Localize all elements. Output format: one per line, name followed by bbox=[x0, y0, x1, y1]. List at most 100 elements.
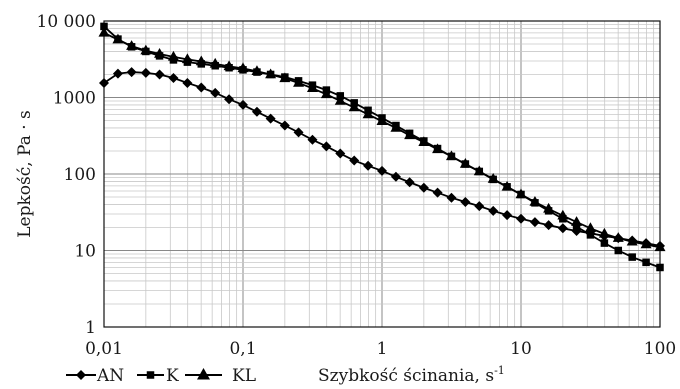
series-kl-point bbox=[626, 235, 638, 246]
series-an-point bbox=[349, 155, 360, 166]
series-an-point bbox=[126, 67, 137, 78]
legend-marker-kl bbox=[197, 368, 210, 380]
series-kl-point bbox=[167, 50, 179, 61]
series-an-point bbox=[529, 217, 540, 228]
y-tick-label: 10 000 bbox=[37, 12, 96, 32]
y-tick-label: 1 bbox=[85, 318, 96, 338]
series-an-point bbox=[432, 187, 443, 198]
legend-item-an: AN bbox=[66, 366, 124, 386]
plot-frame bbox=[103, 20, 661, 328]
series-an-point bbox=[154, 69, 165, 80]
series-kl-point bbox=[293, 76, 305, 87]
series-k-point bbox=[614, 246, 623, 255]
series-layer bbox=[98, 22, 666, 272]
grid bbox=[103, 20, 661, 328]
legend-marker-an bbox=[76, 370, 86, 380]
series-an-point bbox=[265, 113, 276, 124]
y-tick-label: 100 bbox=[64, 165, 96, 185]
series-an-point bbox=[168, 72, 179, 83]
series-kl-point bbox=[432, 143, 444, 154]
x-tick-label: 1 bbox=[377, 339, 388, 359]
y-tick-label: 10 bbox=[74, 242, 96, 262]
series-kl-point bbox=[265, 68, 277, 79]
series-an-point bbox=[377, 165, 387, 176]
series-k-point bbox=[586, 231, 595, 239]
legend-item-k: K bbox=[137, 366, 179, 386]
series-kl-point bbox=[487, 173, 499, 183]
series-an-point bbox=[460, 197, 471, 208]
series-an-point bbox=[238, 99, 248, 110]
x-tick-label: 10 bbox=[510, 339, 532, 359]
x-axis-title-text: Szybkość ścinania, s bbox=[318, 366, 494, 386]
series-kl-point bbox=[459, 158, 471, 168]
y-tick-label: 1000 bbox=[53, 89, 96, 109]
series-kl-point bbox=[654, 241, 666, 252]
legend-marker-k bbox=[146, 371, 155, 379]
series-kl-point bbox=[445, 150, 457, 161]
y-axis-title: Lepkość, Pa · s bbox=[15, 110, 35, 238]
x-axis-title-sup: -1 bbox=[494, 364, 505, 377]
series-kl-point bbox=[543, 202, 555, 213]
series-an-point bbox=[363, 160, 374, 171]
x-tick-label: 0,01 bbox=[85, 339, 123, 359]
series-kl-point bbox=[251, 65, 263, 76]
series-an-point bbox=[474, 201, 485, 212]
series-an-point bbox=[543, 220, 554, 231]
series-kl-point bbox=[362, 108, 374, 119]
series-an-point bbox=[307, 134, 318, 145]
series-an-point bbox=[251, 106, 262, 117]
x-tick-label: 100 bbox=[644, 339, 676, 359]
series-kl-point bbox=[223, 60, 235, 71]
series-kl-point bbox=[237, 62, 249, 73]
legend: AN K KL bbox=[66, 366, 256, 386]
series-kl-point bbox=[418, 136, 430, 147]
series-an-point bbox=[210, 87, 221, 98]
legend-label-k: K bbox=[166, 366, 179, 386]
series-an-point bbox=[112, 68, 123, 79]
y-tick-labels: 1 10 100 1000 10 000 bbox=[37, 12, 96, 338]
x-tick-labels: 0,01 0,1 1 10 100 bbox=[85, 339, 676, 359]
series-kl-point bbox=[571, 216, 583, 226]
series-k-point bbox=[100, 22, 108, 31]
series-an-point bbox=[279, 120, 290, 131]
series-kl-point bbox=[376, 115, 388, 125]
series-kl-point bbox=[584, 222, 596, 233]
series-kl-point bbox=[612, 232, 624, 242]
series-kl-point bbox=[181, 53, 193, 64]
series-k-point bbox=[642, 258, 650, 267]
series-an-point bbox=[99, 77, 109, 88]
series-kl-point bbox=[473, 165, 485, 176]
series-kl-point bbox=[195, 55, 207, 66]
series-kl-point bbox=[209, 57, 221, 68]
series-an-point bbox=[404, 177, 415, 188]
series-an-point bbox=[557, 223, 568, 234]
series-kl-point bbox=[279, 72, 291, 83]
series-k-point bbox=[628, 253, 636, 261]
legend-label-an: AN bbox=[96, 366, 124, 386]
series-kl-point bbox=[112, 33, 124, 44]
series-k-point bbox=[656, 263, 664, 272]
series-an-point bbox=[488, 205, 499, 216]
series-an-point bbox=[321, 141, 332, 152]
series-an-point bbox=[224, 94, 235, 105]
series-kl-point bbox=[98, 26, 110, 37]
series-an-point bbox=[502, 210, 513, 221]
legend-label-kl: KL bbox=[232, 366, 256, 386]
series-kl-point bbox=[598, 227, 610, 238]
x-tick-label: 0,1 bbox=[229, 339, 256, 359]
legend-item-kl: KL bbox=[185, 366, 256, 386]
series-kl-point bbox=[640, 238, 652, 249]
series-an-point bbox=[418, 182, 429, 193]
series-kl-point bbox=[306, 82, 318, 93]
series-an-point bbox=[182, 77, 193, 88]
series-an-point bbox=[390, 171, 401, 182]
x-axis-title: Szybkość ścinania, s-1 bbox=[318, 364, 505, 386]
series-kl-point bbox=[140, 44, 152, 55]
series-an-point bbox=[293, 127, 304, 138]
series-an-point bbox=[140, 67, 151, 78]
series-kl-point bbox=[404, 129, 416, 140]
series-an-point bbox=[335, 148, 346, 159]
series-kl-point bbox=[390, 121, 402, 132]
series-kl-point bbox=[154, 48, 166, 58]
